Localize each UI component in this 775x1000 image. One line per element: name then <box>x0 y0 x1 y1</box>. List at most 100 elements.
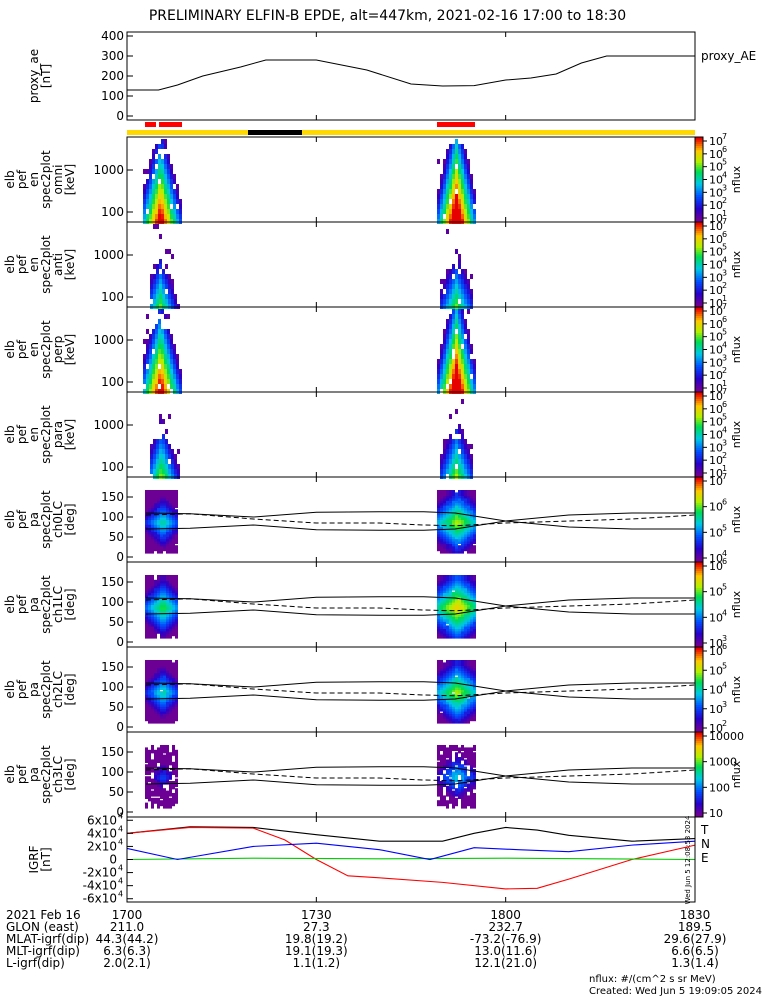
science-zone-bar <box>159 122 182 127</box>
colorbar-step <box>695 689 703 693</box>
colorbar-step <box>695 647 703 650</box>
spectrogram-cell <box>149 179 152 184</box>
spectrogram-cell <box>155 174 158 179</box>
spectrogram-cell <box>173 379 176 384</box>
colorbar-step <box>695 489 703 493</box>
spectrogram-cell <box>164 344 167 349</box>
y-axis-label-line: [keV] <box>63 249 77 280</box>
spectrogram-cell <box>455 364 458 369</box>
spectrogram-cell <box>155 339 158 344</box>
pitch-angle-cell <box>169 490 172 496</box>
spectrogram-cell <box>158 319 161 324</box>
pitch-angle-cell <box>461 781 464 787</box>
colorbar-label: nflux <box>730 760 743 788</box>
colorbar-step <box>695 317 703 321</box>
y-axis-label-line: pa <box>27 597 41 612</box>
spectrogram-cell <box>162 294 165 299</box>
spectrogram-cell <box>449 174 452 179</box>
spectrogram-cell <box>162 419 165 424</box>
spectrogram-cell <box>464 369 467 374</box>
spectrogram-cell <box>146 179 149 184</box>
pitch-angle-cell <box>169 545 172 552</box>
footer-row-value: 19.8(19.2) <box>284 932 348 946</box>
colorbar-tick-label: 10 <box>709 148 723 161</box>
pitch-angle-cell <box>449 754 452 761</box>
spectrogram-cell <box>455 369 458 374</box>
pitch-angle-cells <box>145 575 476 639</box>
colorbar-step <box>695 409 703 412</box>
spectrogram-cell <box>146 314 149 319</box>
spectrogram-cell <box>455 349 458 354</box>
anti-loss-cone-line <box>145 768 696 782</box>
pitch-angle-cell <box>443 620 446 627</box>
spectrogram-cell <box>467 369 470 374</box>
pitch-angle-cell <box>154 679 157 686</box>
colorbar-step <box>695 500 703 503</box>
footer-row-value: 232.7 <box>488 920 523 934</box>
spectrogram-cell <box>146 359 149 364</box>
spectrogram-cell <box>170 339 173 344</box>
colorbar-step <box>695 294 703 297</box>
pitch-angle-cell <box>446 575 449 581</box>
pitch-angle-cell <box>157 747 160 754</box>
spectrogram-cell <box>470 364 473 369</box>
pitch-angle-y-tick-label: 0 <box>116 805 124 819</box>
pitch-angle-cells <box>145 745 476 809</box>
spectrogram-cell <box>167 179 170 184</box>
pitch-angle-cell <box>461 745 464 751</box>
colorbar-tick-label: 10 <box>709 586 723 599</box>
pitch-angle-cell <box>467 676 470 683</box>
spectrogram-cell <box>443 364 446 369</box>
pitch-angle-y-tick-label: 50 <box>109 530 124 544</box>
pitch-angle-cell <box>473 545 476 552</box>
colorbar-step <box>695 685 703 688</box>
spectrogram-cell <box>449 439 452 444</box>
spectrogram-cell <box>449 384 452 389</box>
colorbar-step <box>695 192 703 195</box>
pitch-angle-cell <box>473 575 476 581</box>
spectrogram-cell <box>446 169 449 174</box>
colorbar-step <box>695 256 703 259</box>
spectrogram-cell <box>452 299 455 304</box>
colorbar-step <box>695 787 703 790</box>
colorbar-step <box>695 358 703 361</box>
pitch-angle-cell <box>163 688 166 695</box>
spectrogram-cell <box>146 199 149 204</box>
spectrogram-cell <box>449 364 452 369</box>
spectrogram-cell <box>170 174 173 179</box>
spectrogram-cell <box>461 174 464 179</box>
pitch-angle-cells <box>145 490 476 554</box>
pitch-angle-cell <box>148 523 151 530</box>
spectrogram-cell <box>158 329 161 334</box>
spectrogram-cell <box>174 459 177 464</box>
spectrogram-cell <box>437 159 440 164</box>
igrf-line-E <box>126 857 696 861</box>
y-axis-label-line: proxy_ae <box>27 49 41 103</box>
pitch-angle-cell <box>151 759 154 766</box>
spectrogram-cell <box>464 279 467 284</box>
pitch-angle-cell <box>175 788 178 795</box>
spectrogram-cell <box>440 174 443 179</box>
pitch-angle-cell <box>473 715 476 722</box>
pitch-angle-cell <box>470 660 473 666</box>
pitch-angle-cell <box>169 705 172 712</box>
spectrogram-cell <box>149 354 152 359</box>
spectrogram-cell <box>153 444 156 449</box>
footer-row-value: 1800 <box>490 908 521 922</box>
pitch-angle-cell <box>458 747 461 754</box>
spectrogram-cell <box>461 164 464 169</box>
y-axis-label-line: en <box>27 257 41 272</box>
spectrogram-cell <box>452 359 455 364</box>
colorbar-step <box>695 772 703 775</box>
colorbar-tick-label: 1000 <box>709 756 737 769</box>
spectrogram-cell <box>162 444 165 449</box>
spectrogram-cell <box>467 329 470 334</box>
spectrogram-cell <box>452 469 455 474</box>
pitch-angle-cell <box>166 499 169 506</box>
colorbar-step <box>695 483 703 486</box>
pitch-angle-cell <box>166 575 169 581</box>
spectrogram-cell <box>461 429 464 434</box>
pitch-angle-cell <box>163 769 166 775</box>
spectrogram-cell <box>164 339 167 344</box>
spectrogram-cell <box>156 469 159 474</box>
